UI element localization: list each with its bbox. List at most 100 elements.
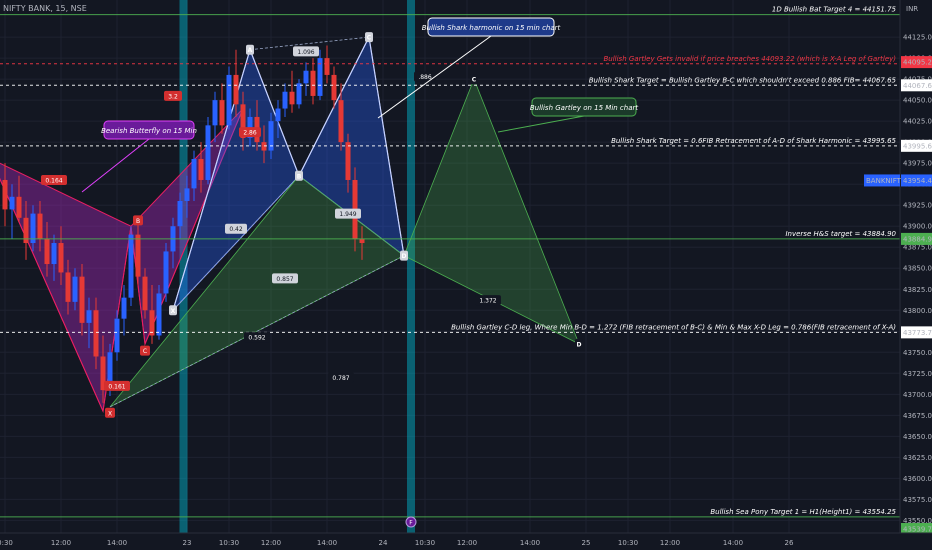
candle-body <box>198 158 204 180</box>
shark-point-label-box <box>246 44 254 55</box>
level-label: Bullish Gartley C-D leg, Where Min B-D =… <box>451 323 896 331</box>
butterfly-marker-box <box>105 407 115 418</box>
price-tick-label: 43625.00 <box>903 454 932 462</box>
gartley-ratio-box <box>475 295 501 306</box>
shark-callout-box <box>427 17 555 37</box>
price-tick-label: 43700.00 <box>903 391 932 399</box>
candle-body <box>2 179 8 210</box>
price-tick-label: 43800.00 <box>903 307 932 315</box>
candle-body <box>233 74 239 105</box>
candle-body <box>23 217 29 244</box>
shark-point-label: X <box>171 308 176 315</box>
candle-body <box>65 272 71 302</box>
level-label: Inverse H&S target = 43884.90 <box>785 230 896 238</box>
butterfly-callout-pointer <box>81 138 150 193</box>
candle-body <box>205 125 211 180</box>
price-tag: 43884.90 <box>903 235 932 243</box>
butterfly-callout: Bearish Butterfly on 15 Min <box>101 127 197 135</box>
shark-ratio: 1.949 <box>339 211 356 218</box>
gartley-xd <box>109 255 405 408</box>
shark-ratio: 0.42 <box>229 226 243 233</box>
gartley-ratio-box <box>328 372 354 383</box>
shark-point-label: B <box>297 173 302 180</box>
candle-body <box>359 238 365 244</box>
candle-body <box>324 58 330 75</box>
candle-body <box>149 310 155 336</box>
candle-body <box>345 142 351 180</box>
time-tick-label: 0:30 <box>0 539 13 547</box>
candle-body <box>86 310 92 323</box>
shark-point-label: D <box>402 253 407 260</box>
shark-ratio-box <box>335 208 361 219</box>
candle-body <box>282 91 288 109</box>
gartley-ratio-box <box>244 332 270 343</box>
shark-point-label-box <box>295 170 303 181</box>
symbol-title: NIFTY BANK, 15, NSE <box>3 4 87 13</box>
gartley-callout-box <box>531 97 637 117</box>
price-tag-box <box>901 174 932 187</box>
time-tick-label: 10:30 <box>219 539 239 547</box>
butterfly-marker-box <box>164 90 182 101</box>
candle-body <box>317 58 323 96</box>
price-tag-box <box>901 139 932 152</box>
price-tag-box <box>901 232 932 245</box>
butterfly-marker: 3.2 <box>168 93 178 100</box>
butterfly-marker-box <box>133 215 143 226</box>
price-tag: 43773.70 <box>903 329 932 337</box>
time-tick-label: 12:00 <box>51 539 71 547</box>
price-tick-label: 43600.00 <box>903 475 932 483</box>
price-tick-label: 43650.00 <box>903 433 932 441</box>
candle-body <box>114 318 120 353</box>
price-tick-label: 43825.00 <box>903 286 932 294</box>
price-tick-label: 43725.00 <box>903 370 932 378</box>
candle-body <box>107 352 113 391</box>
candle-body <box>177 200 183 227</box>
shark-point-label-box <box>169 305 177 316</box>
level-label: Bullish Shark Target = Bullish Gartley B… <box>589 76 897 84</box>
candle-body <box>44 238 50 265</box>
price-tick-label: 43575.00 <box>903 496 932 504</box>
gartley-ratio-box <box>414 71 436 82</box>
butterfly-marker: X <box>108 410 112 417</box>
time-axis-bg <box>0 533 932 550</box>
candles <box>2 45 365 403</box>
horizontal-levels: 1D Bullish Bat Target 4 = 44151.75 Bullis… <box>0 6 900 518</box>
price-tick-label: 44050.00 <box>903 97 932 105</box>
price-axis-bg <box>900 0 932 550</box>
butterfly-marker: B <box>136 218 140 225</box>
shark-ratio-box <box>272 273 298 284</box>
shark-point-label-box <box>365 32 373 43</box>
price-tick-label: 43850.00 <box>903 265 932 273</box>
candle-body <box>338 100 344 143</box>
price-tag: 43995.65 <box>903 142 932 150</box>
candle-body <box>163 251 169 294</box>
price-tag-box <box>901 523 932 536</box>
gartley-callout-pointer <box>497 115 585 133</box>
session-band <box>407 0 415 533</box>
butterfly-marker: C <box>143 348 147 355</box>
candle-body <box>93 310 99 357</box>
price-axis: 43550.00 43575.00 43600.00 43625.00 43650.00… <box>864 0 932 550</box>
candle-body <box>268 121 274 151</box>
shark-ratio-box <box>225 223 247 234</box>
axis-currency: INR <box>906 5 918 13</box>
price-tick-label: 44025.00 <box>903 118 932 126</box>
shark-point-label-box <box>400 250 408 261</box>
gartley-ratio: 0.592 <box>248 335 265 342</box>
time-tick-label: 23 <box>183 539 192 547</box>
candle-body <box>303 70 309 84</box>
butterfly-marker: 0.164 <box>45 177 62 184</box>
candle-body <box>310 70 316 96</box>
candle-body <box>128 234 134 298</box>
time-tick-label: 14:00 <box>317 539 337 547</box>
session-marker-label: F <box>409 520 413 527</box>
session-band <box>179 0 188 533</box>
session-marker <box>405 516 417 528</box>
gartley-point-label-box <box>470 74 478 85</box>
candle-body <box>331 74 337 101</box>
candle-body <box>51 243 57 265</box>
session-bands <box>179 0 415 533</box>
